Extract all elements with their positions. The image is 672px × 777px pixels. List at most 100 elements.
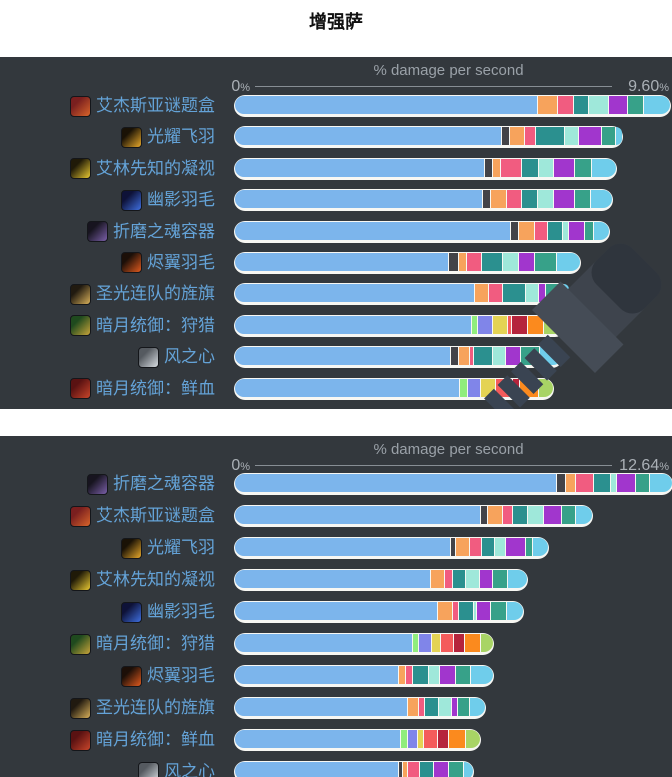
- bar-segment-purple[interactable]: [477, 602, 491, 620]
- bar-segment-base[interactable]: [235, 378, 459, 397]
- bar-segment-sky[interactable]: [591, 190, 613, 209]
- stacked-bar[interactable]: [234, 473, 672, 495]
- bar-segment-orange[interactable]: [566, 474, 576, 492]
- bar-segment-dark[interactable]: [556, 474, 566, 492]
- bar-segment-mint[interactable]: [429, 666, 439, 684]
- bar-label[interactable]: 艾林先知的凝视: [96, 570, 215, 589]
- bar-label[interactable]: 暗月统御：狩猎: [96, 634, 215, 653]
- bar-label[interactable]: 烬翼羽毛: [147, 666, 215, 685]
- bar-segment-sky[interactable]: [591, 158, 616, 177]
- bar-segment-purple[interactable]: [433, 762, 449, 777]
- bar-segment-lime[interactable]: [472, 315, 478, 334]
- bar-segment-base[interactable]: [235, 730, 401, 748]
- bar-segment-sky[interactable]: [594, 221, 610, 240]
- bar-segment-mint[interactable]: [563, 221, 569, 240]
- bar-segment-sky[interactable]: [532, 538, 548, 556]
- bar-segment-salmon[interactable]: [441, 634, 453, 652]
- bar-segment-green[interactable]: [636, 474, 650, 492]
- stacked-bar[interactable]: [234, 283, 570, 306]
- bar-segment-base[interactable]: [235, 634, 413, 652]
- bar-segment-base[interactable]: [235, 570, 431, 588]
- bar-label[interactable]: 风之心: [164, 762, 215, 777]
- bar-segment-crimson[interactable]: [453, 634, 464, 652]
- bar-segment-purple[interactable]: [569, 221, 585, 240]
- bar-segment-yellow[interactable]: [432, 634, 441, 652]
- bar-segment-purple[interactable]: [505, 538, 525, 556]
- bar-segment-base[interactable]: [235, 252, 449, 271]
- bar-segment-teal[interactable]: [481, 538, 494, 556]
- bar-label[interactable]: 幽影羽毛: [147, 602, 215, 621]
- bar-segment-teal[interactable]: [547, 221, 563, 240]
- bar-segment-salmon[interactable]: [508, 315, 512, 334]
- bar-label[interactable]: 暗月统御：鲜血: [96, 378, 215, 398]
- bar-segment-purple[interactable]: [553, 158, 575, 177]
- bar-segment-purple[interactable]: [554, 190, 575, 209]
- bar-segment-crimson[interactable]: [512, 315, 528, 334]
- bar-segment-orange[interactable]: [455, 538, 469, 556]
- bar-segment-base[interactable]: [235, 221, 510, 240]
- bar-segment-base[interactable]: [235, 96, 537, 114]
- bar-segment-mint[interactable]: [538, 158, 553, 177]
- bar-segment-green[interactable]: [535, 252, 556, 271]
- bar-segment-pink[interactable]: [445, 570, 452, 588]
- bar-segment-teal[interactable]: [458, 602, 474, 620]
- bar-segment-mint[interactable]: [528, 506, 543, 524]
- bar-segment-vorange[interactable]: [528, 315, 544, 334]
- bar-segment-yellow[interactable]: [480, 378, 495, 397]
- bar-segment-green[interactable]: [455, 666, 471, 684]
- bar-segment-base[interactable]: [235, 762, 398, 777]
- bar-segment-teal[interactable]: [482, 252, 503, 271]
- bar-label[interactable]: 圣光连队的旌旗: [96, 698, 215, 717]
- bar-label[interactable]: 光耀飞羽: [147, 127, 215, 147]
- bar-segment-green[interactable]: [491, 602, 507, 620]
- bar-segment-mint[interactable]: [438, 698, 451, 716]
- stacked-bar[interactable]: [234, 377, 555, 400]
- bar-segment-ygreen[interactable]: [480, 634, 494, 652]
- bar-segment-salmon[interactable]: [495, 378, 512, 397]
- stacked-bar[interactable]: [234, 537, 549, 559]
- bar-segment-base[interactable]: [235, 602, 437, 620]
- bar-segment-orange[interactable]: [509, 127, 525, 146]
- bar-segment-base[interactable]: [235, 538, 450, 556]
- bar-segment-base[interactable]: [235, 284, 474, 303]
- bar-segment-teal[interactable]: [573, 96, 589, 114]
- bar-segment-sky[interactable]: [464, 762, 474, 777]
- bar-label[interactable]: 风之心: [164, 347, 215, 367]
- bar-segment-purple[interactable]: [543, 506, 561, 524]
- bar-segment-base[interactable]: [235, 474, 556, 492]
- bar-segment-purple[interactable]: [479, 570, 492, 588]
- bar-segment-dark[interactable]: [450, 347, 458, 366]
- bar-segment-base[interactable]: [235, 698, 407, 716]
- bar-segment-sky[interactable]: [650, 474, 672, 492]
- bar-segment-orange[interactable]: [488, 506, 503, 524]
- bar-segment-green[interactable]: [457, 698, 470, 716]
- bar-segment-mint[interactable]: [525, 284, 538, 303]
- bar-label[interactable]: 折磨之魂容器: [113, 221, 215, 241]
- bar-segment-pink[interactable]: [469, 347, 473, 366]
- bar-segment-sky[interactable]: [507, 602, 523, 620]
- bar-segment-peri[interactable]: [467, 378, 480, 397]
- bar-segment-teal[interactable]: [535, 127, 564, 146]
- bar-segment-base[interactable]: [235, 127, 501, 146]
- bar-segment-teal[interactable]: [502, 284, 525, 303]
- bar-segment-lime[interactable]: [401, 730, 408, 748]
- bar-label[interactable]: 艾林先知的凝视: [96, 158, 215, 178]
- bar-segment-dark[interactable]: [483, 190, 490, 209]
- bar-segment-orange[interactable]: [459, 252, 467, 271]
- bar-segment-pink[interactable]: [452, 602, 458, 620]
- bar-segment-dark[interactable]: [449, 252, 459, 271]
- bar-label[interactable]: 圣光连队的旌旗: [96, 284, 215, 304]
- bar-segment-base[interactable]: [235, 666, 398, 684]
- bar-segment-orange[interactable]: [403, 762, 407, 777]
- stacked-bar[interactable]: [234, 505, 593, 527]
- stacked-bar[interactable]: [234, 569, 528, 591]
- bar-segment-vorange[interactable]: [519, 378, 538, 397]
- bar-label[interactable]: 暗月统御：鲜血: [96, 730, 215, 749]
- bar-segment-teal[interactable]: [594, 474, 611, 492]
- bar-segment-base[interactable]: [235, 190, 483, 209]
- stacked-bar[interactable]: [234, 126, 624, 149]
- bar-segment-purple[interactable]: [439, 666, 455, 684]
- bar-segment-teal[interactable]: [473, 347, 492, 366]
- bar-segment-dark[interactable]: [450, 538, 455, 556]
- bar-segment-pink[interactable]: [418, 698, 424, 716]
